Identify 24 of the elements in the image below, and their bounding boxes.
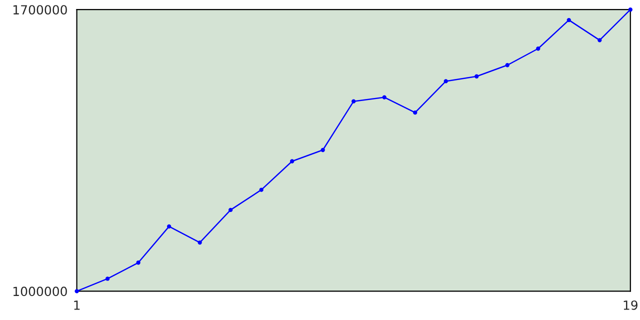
point: [290, 159, 294, 164]
point: [536, 46, 540, 51]
y-tick-label: 1700000: [13, 5, 67, 15]
point: [352, 99, 356, 104]
point: [566, 18, 571, 22]
point: [598, 38, 602, 42]
x-tick-label: 19: [624, 300, 638, 310]
point: [474, 74, 479, 78]
x-tick-label: 1: [74, 300, 80, 310]
point: [198, 240, 202, 245]
point: [105, 276, 110, 281]
point: [166, 224, 172, 229]
point: [74, 289, 79, 294]
point: [413, 110, 418, 115]
line-series: [74, 8, 632, 294]
point: [259, 188, 264, 192]
point: [136, 260, 140, 265]
point: [320, 148, 325, 152]
point: [444, 79, 448, 84]
point: [628, 8, 632, 12]
point: [228, 208, 233, 212]
point: [382, 95, 386, 100]
y-tick-label: 1000000: [13, 286, 67, 296]
point: [505, 63, 510, 68]
